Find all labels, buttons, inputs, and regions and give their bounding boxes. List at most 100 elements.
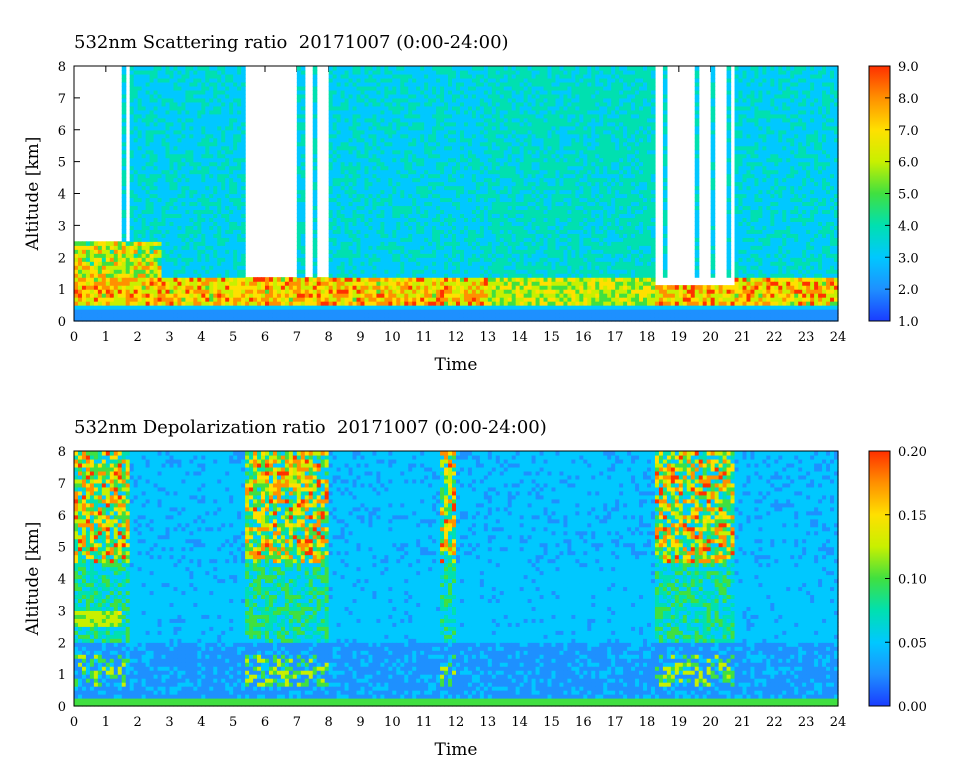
heatmap-cell — [336, 221, 342, 226]
heatmap-cell — [117, 305, 123, 310]
heatmap-cell — [348, 273, 354, 278]
heatmap-cell — [81, 313, 87, 318]
heatmap-cell — [432, 129, 437, 135]
heatmap-cell — [209, 225, 214, 230]
heatmap-cell — [356, 261, 362, 266]
heatmap-cell — [448, 253, 453, 258]
heatmap-cell — [213, 289, 218, 294]
heatmap-cell — [420, 165, 425, 171]
heatmap-cell — [296, 205, 302, 211]
heatmap-cell — [157, 93, 163, 99]
heatmap-cell — [408, 261, 413, 266]
heatmap-cell — [324, 293, 330, 298]
heatmap-cell — [456, 145, 461, 151]
heatmap-cell — [412, 293, 417, 298]
heatmap-cell — [197, 113, 202, 119]
heatmap-cell — [201, 145, 206, 151]
heatmap-cell — [300, 293, 306, 298]
heatmap-cell — [384, 77, 389, 83]
heatmap-cell — [300, 81, 306, 87]
heatmap-cell — [221, 265, 226, 270]
heatmap-cell — [229, 105, 234, 111]
heatmap-cell — [133, 69, 139, 75]
heatmap-cell — [408, 145, 413, 151]
heatmap-cell — [117, 289, 123, 294]
heatmap-cell — [328, 317, 334, 322]
heatmap-cell — [133, 185, 139, 191]
heatmap-cell — [125, 245, 131, 250]
heatmap-cell — [440, 149, 445, 155]
heatmap-cell — [217, 285, 222, 290]
heatmap-cell — [392, 313, 397, 318]
heatmap-cell — [440, 165, 445, 171]
heatmap-cell — [372, 89, 378, 95]
heatmap-cell — [372, 289, 378, 294]
heatmap-cell — [384, 297, 389, 302]
heatmap-cell — [74, 265, 79, 270]
heatmap-cell — [432, 237, 437, 242]
heatmap-cell — [205, 137, 210, 143]
heatmap-cell — [221, 169, 226, 175]
heatmap-cell — [300, 157, 306, 163]
heatmap-cell — [384, 81, 389, 87]
heatmap-cell — [121, 229, 127, 234]
heatmap-cell — [153, 153, 159, 159]
heatmap-cell — [81, 261, 87, 266]
heatmap-cell — [396, 229, 401, 234]
heatmap-cell — [312, 161, 318, 167]
heatmap-cell — [149, 221, 155, 226]
heatmap-cell — [424, 121, 429, 127]
heatmap-cell — [412, 117, 417, 123]
colorbar-tick-label: 8.0 — [898, 92, 919, 107]
heatmap-cell — [221, 217, 226, 222]
heatmap-cell — [213, 197, 218, 203]
heatmap-cell — [177, 237, 183, 242]
heatmap-cell — [185, 157, 190, 163]
heatmap-cell — [237, 189, 242, 195]
heatmap-cell — [185, 305, 190, 310]
heatmap-cell — [209, 133, 214, 139]
heatmap-cell — [209, 93, 214, 99]
heatmap-cell — [137, 193, 143, 199]
heatmap-cell — [448, 157, 453, 163]
heatmap-cell — [408, 66, 413, 71]
heatmap-cell — [237, 89, 242, 95]
heatmap-cell — [217, 141, 222, 147]
heatmap-cell — [348, 125, 354, 131]
heatmap-cell — [253, 301, 258, 306]
heatmap-cell — [133, 301, 139, 306]
heatmap-cell — [459, 269, 465, 274]
heatmap-cell — [312, 273, 318, 278]
heatmap-cell — [436, 205, 441, 211]
heatmap-cell — [141, 269, 147, 274]
heatmap-cell — [193, 153, 198, 159]
heatmap-cell — [233, 181, 238, 187]
heatmap-cell — [408, 185, 413, 191]
heatmap-cell — [372, 69, 378, 75]
heatmap-cell — [300, 141, 306, 147]
heatmap-cell — [420, 73, 425, 79]
heatmap-cell — [384, 213, 389, 218]
heatmap-cell — [456, 101, 461, 107]
heatmap-cell — [440, 237, 445, 242]
heatmap-cell — [344, 213, 350, 218]
heatmap-cell — [444, 66, 449, 71]
heatmap-cell — [157, 177, 163, 183]
heatmap-cell — [121, 165, 127, 171]
heatmap-cell — [392, 269, 397, 274]
heatmap-cell — [340, 93, 346, 99]
heatmap-cell — [456, 157, 461, 163]
heatmap-cell — [209, 141, 214, 147]
heatmap-cell — [380, 117, 385, 123]
heatmap-cell — [217, 233, 222, 238]
heatmap-cell — [344, 93, 350, 99]
heatmap-cell — [440, 77, 445, 83]
heatmap-cell — [300, 137, 306, 143]
heatmap-cell — [229, 189, 234, 195]
heatmap-cell — [392, 185, 397, 191]
heatmap-cell — [197, 317, 202, 322]
heatmap-cell — [372, 117, 378, 123]
heatmap-cell — [396, 269, 401, 274]
heatmap-cell — [412, 169, 417, 175]
heatmap-cell — [161, 81, 167, 87]
